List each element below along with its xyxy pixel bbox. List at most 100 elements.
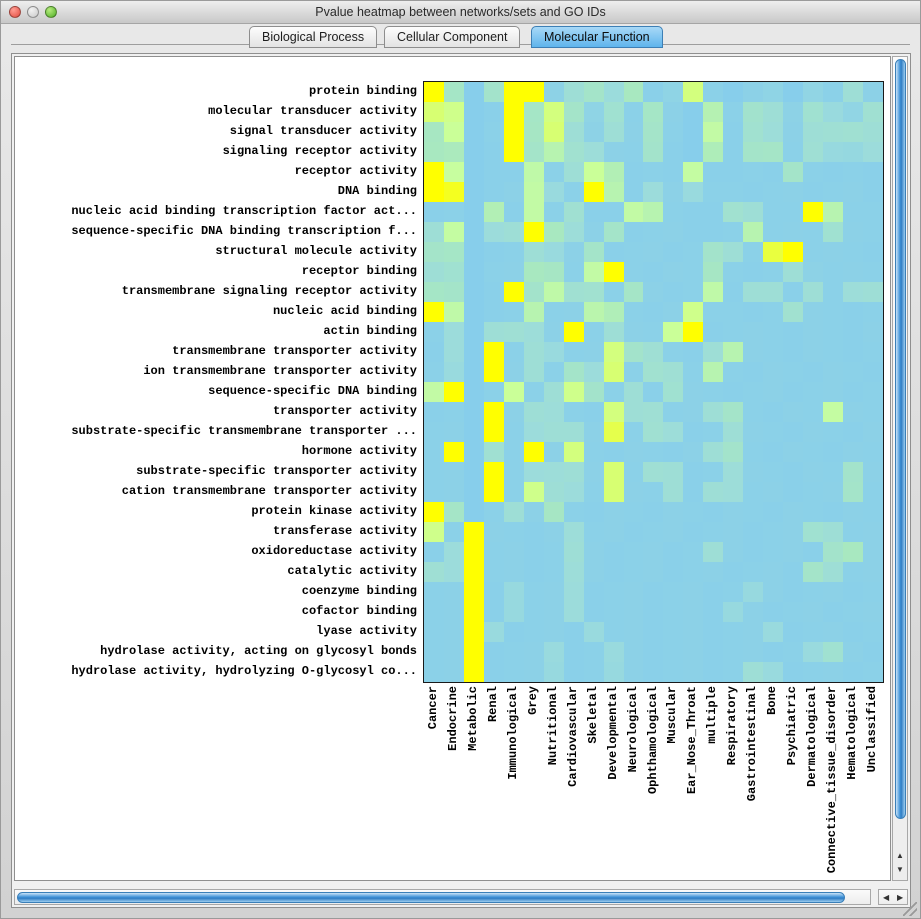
heatmap-cell[interactable]	[483, 82, 504, 102]
heatmap-cell[interactable]	[563, 82, 584, 102]
heatmap-cell[interactable]	[763, 242, 784, 262]
heatmap-cell[interactable]	[843, 382, 863, 402]
heatmap-cell[interactable]	[643, 262, 664, 282]
heatmap-cell[interactable]	[643, 442, 664, 462]
heatmap-cell[interactable]	[543, 222, 564, 242]
heatmap-cell[interactable]	[763, 282, 784, 302]
heatmap-cell[interactable]	[463, 182, 484, 202]
heatmap-cell[interactable]	[623, 342, 644, 362]
heatmap-cell[interactable]	[543, 162, 564, 182]
heatmap-cell[interactable]	[743, 162, 764, 182]
heatmap-cell[interactable]	[862, 622, 883, 642]
heatmap-cell[interactable]	[703, 322, 724, 342]
heatmap-cell[interactable]	[603, 582, 624, 602]
heatmap-cell[interactable]	[743, 122, 764, 142]
heatmap-cell[interactable]	[643, 602, 664, 622]
heatmap-cell[interactable]	[483, 482, 504, 502]
heatmap-cell[interactable]	[424, 642, 444, 662]
heatmap-cell[interactable]	[862, 442, 883, 462]
heatmap-cell[interactable]	[523, 622, 544, 642]
heatmap-cell[interactable]	[523, 82, 544, 102]
heatmap-cell[interactable]	[703, 302, 724, 322]
heatmap-cell[interactable]	[723, 262, 744, 282]
heatmap-cell[interactable]	[543, 102, 564, 122]
heatmap-cell[interactable]	[643, 382, 664, 402]
heatmap-cell[interactable]	[743, 302, 764, 322]
heatmap-cell[interactable]	[563, 622, 584, 642]
heatmap-cell[interactable]	[483, 102, 504, 122]
heatmap-cell[interactable]	[503, 562, 524, 582]
heatmap-cell[interactable]	[424, 562, 444, 582]
heatmap-cell[interactable]	[563, 362, 584, 382]
heatmap-cell[interactable]	[603, 162, 624, 182]
heatmap-cell[interactable]	[703, 402, 724, 422]
heatmap-cell[interactable]	[463, 122, 484, 142]
heatmap-cell[interactable]	[503, 582, 524, 602]
heatmap-cell[interactable]	[803, 542, 824, 562]
heatmap-cell[interactable]	[783, 242, 804, 262]
heatmap-cell[interactable]	[803, 202, 824, 222]
heatmap-cell[interactable]	[424, 102, 444, 122]
heatmap-cell[interactable]	[543, 322, 564, 342]
heatmap-cell[interactable]	[463, 342, 484, 362]
heatmap-cell[interactable]	[563, 482, 584, 502]
heatmap-cell[interactable]	[843, 642, 863, 662]
heatmap-cell[interactable]	[862, 502, 883, 522]
heatmap-cell[interactable]	[523, 362, 544, 382]
heatmap-cell[interactable]	[463, 462, 484, 482]
heatmap-cell[interactable]	[583, 402, 604, 422]
tab-biological-process[interactable]: Biological Process	[249, 26, 378, 48]
heatmap-cell[interactable]	[723, 142, 744, 162]
heatmap-cell[interactable]	[543, 142, 564, 162]
heatmap-cell[interactable]	[483, 322, 504, 342]
heatmap-cell[interactable]	[483, 182, 504, 202]
heatmap-cell[interactable]	[823, 662, 844, 682]
heatmap-cell[interactable]	[763, 522, 784, 542]
heatmap-cell[interactable]	[803, 462, 824, 482]
heatmap-cell[interactable]	[603, 422, 624, 442]
heatmap-cell[interactable]	[483, 302, 504, 322]
heatmap-cell[interactable]	[663, 282, 684, 302]
heatmap-cell[interactable]	[703, 602, 724, 622]
heatmap-cell[interactable]	[783, 302, 804, 322]
heatmap-cell[interactable]	[843, 362, 863, 382]
heatmap-cell[interactable]	[683, 202, 704, 222]
heatmap-cell[interactable]	[743, 502, 764, 522]
heatmap-cell[interactable]	[723, 622, 744, 642]
heatmap-cell[interactable]	[603, 102, 624, 122]
heatmap-cell[interactable]	[643, 622, 664, 642]
heatmap-cell[interactable]	[823, 382, 844, 402]
heatmap-cell[interactable]	[823, 602, 844, 622]
heatmap-cell[interactable]	[463, 242, 484, 262]
heatmap-cell[interactable]	[623, 582, 644, 602]
heatmap-cell[interactable]	[543, 362, 564, 382]
heatmap-cell[interactable]	[523, 562, 544, 582]
heatmap-cell[interactable]	[803, 662, 824, 682]
heatmap-cell[interactable]	[643, 302, 664, 322]
heatmap-cell[interactable]	[862, 122, 883, 142]
heatmap-cell[interactable]	[603, 562, 624, 582]
heatmap-cell[interactable]	[783, 582, 804, 602]
heatmap-cell[interactable]	[623, 202, 644, 222]
heatmap-cell[interactable]	[803, 622, 824, 642]
heatmap-cell[interactable]	[763, 162, 784, 182]
heatmap-cell[interactable]	[663, 422, 684, 442]
heatmap-cell[interactable]	[643, 562, 664, 582]
heatmap-cell[interactable]	[483, 342, 504, 362]
horizontal-scroll-buttons[interactable]: ◀ ▶	[878, 889, 908, 905]
heatmap-cell[interactable]	[703, 662, 724, 682]
heatmap-cell[interactable]	[424, 322, 444, 342]
heatmap-cell[interactable]	[663, 542, 684, 562]
heatmap-cell[interactable]	[603, 442, 624, 462]
heatmap-cell[interactable]	[523, 482, 544, 502]
heatmap-cell[interactable]	[443, 162, 464, 182]
heatmap-cell[interactable]	[463, 222, 484, 242]
heatmap-cell[interactable]	[683, 142, 704, 162]
heatmap-cell[interactable]	[783, 662, 804, 682]
heatmap-cell[interactable]	[763, 622, 784, 642]
heatmap-cell[interactable]	[743, 402, 764, 422]
maximize-window-button[interactable]	[45, 6, 57, 18]
horizontal-scrollbar-thumb[interactable]	[17, 892, 845, 903]
heatmap-cell[interactable]	[803, 182, 824, 202]
heatmap-cell[interactable]	[523, 582, 544, 602]
